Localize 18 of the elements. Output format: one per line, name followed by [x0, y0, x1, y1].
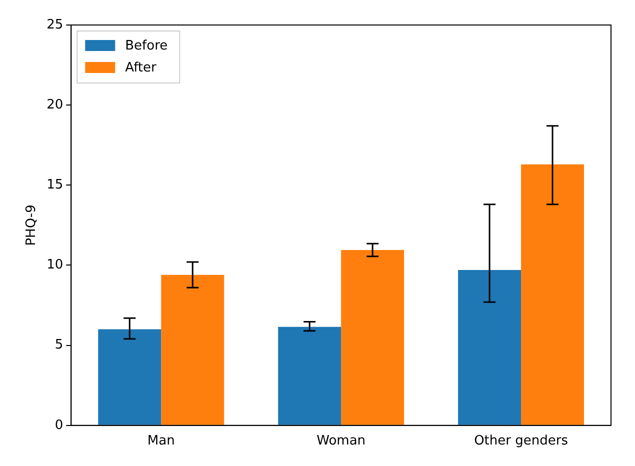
x-tick-label: Woman [316, 434, 366, 449]
bar [278, 326, 342, 425]
bar [521, 164, 584, 425]
legend-label: Before [125, 38, 168, 54]
y-tick-label: 20 [46, 97, 64, 112]
y-tick-label: 5 [54, 338, 64, 353]
y-tick-label: 25 [46, 17, 64, 32]
bar [458, 270, 522, 425]
y-tick-label: 0 [54, 418, 64, 433]
bar [341, 250, 404, 425]
x-tick-label: Other genders [474, 434, 568, 449]
y-tick-label: 10 [46, 258, 64, 273]
bar [161, 274, 224, 425]
bar [98, 329, 162, 425]
legend-label: After [125, 60, 158, 76]
x-tick-label: Man [147, 434, 175, 449]
y-axis-title: PHQ-9 [24, 204, 40, 246]
y-tick-label: 15 [46, 178, 64, 193]
